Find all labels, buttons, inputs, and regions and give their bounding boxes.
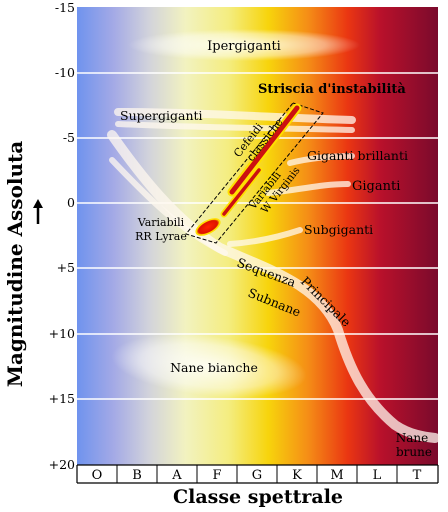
label-subgiants: Subgiganti [304,222,373,237]
label-brown-dwarfs-2: brune [396,445,432,459]
label-brown-dwarfs-1: Nane [396,431,428,445]
supergiant-band-lower [115,121,355,133]
instability-strip-outline [185,102,324,244]
label-white-dwarfs: Nane bianche [170,360,258,375]
supergiant-band [114,108,356,124]
y-axis-ticks: -15 -10 -5 0 +5 +10 +15 +20 [49,0,75,472]
y-tick-label: -10 [55,65,75,80]
x-axis-title: Classe spettrale [173,486,343,508]
spectral-class-row: O B A F G K M L T [76,464,439,484]
label-rr-lyrae-1: Variabili [137,216,185,229]
rr-lyrae-blob [195,218,221,236]
giant-band [265,181,351,196]
spectral-class-label: L [373,468,382,483]
up-arrow-icon [33,199,43,224]
spectral-class-label: T [413,468,422,483]
label-giants: Giganti [352,179,400,194]
giant-bands [107,108,440,443]
main-sequence-band [107,130,440,443]
white-dwarfs-region [111,334,307,398]
spectral-class-label: O [92,468,103,483]
y-tick-label: -15 [55,0,75,15]
w-virginis-strip-core [222,168,261,216]
spectral-class-label: K [292,468,302,483]
label-hypergiants: Ipergiganti [207,39,281,54]
cepheid-strip-core [229,105,300,195]
instability-strip [185,102,324,244]
y-tick-label: +10 [49,326,75,341]
y-tick-label: +15 [49,391,75,406]
subgiant-band [227,227,303,247]
spectral-class-label: A [171,468,182,483]
label-supergiants: Supergiganti [120,108,203,123]
subdwarf-band [109,157,228,256]
spectral-class-label: G [252,468,262,483]
y-tick-label: +20 [49,457,75,472]
bright-giant-band [287,153,355,166]
y-tick-label: 0 [67,195,75,210]
y-tick-label: -5 [63,130,75,145]
label-rr-lyrae-2: RR Lyrae [135,230,187,243]
label-instability-strip: Striscia d'instabilità [258,82,406,97]
spectral-class-label: F [212,468,221,483]
label-bright-giants: Giganti brillanti [307,148,408,163]
hypergiants-region [128,29,360,61]
y-tick-label: +5 [57,260,75,275]
y-axis-title: Magnitudine Assoluta [3,141,27,388]
spectral-class-label: B [132,468,142,483]
spectral-class-label: M [330,468,343,483]
